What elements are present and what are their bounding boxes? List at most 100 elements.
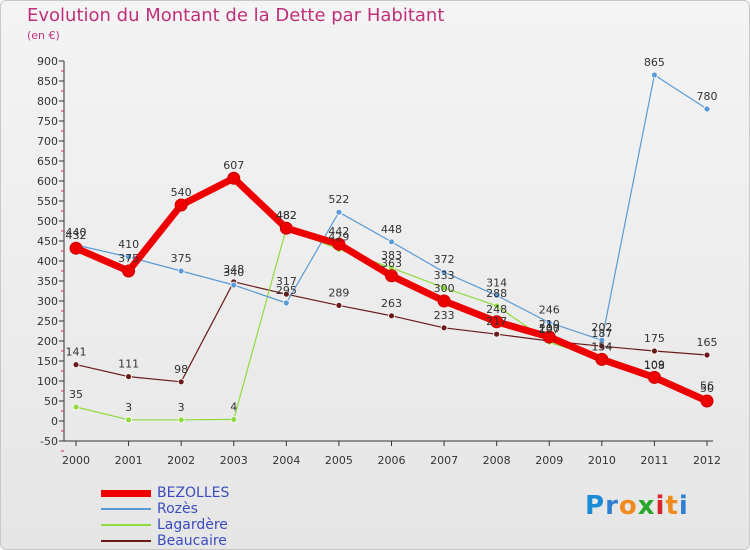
y-tick-label: 400 <box>37 255 58 268</box>
data-point <box>125 253 132 261</box>
data-point <box>177 416 185 424</box>
data-point <box>542 330 556 344</box>
data-point <box>69 241 83 255</box>
data-label: 348 <box>223 263 244 276</box>
data-label: 3 <box>178 401 185 414</box>
data-label: 482 <box>276 209 297 222</box>
data-label: 154 <box>591 340 612 353</box>
data-point <box>177 378 185 386</box>
x-tick-label: 2005 <box>325 454 353 467</box>
data-label: 141 <box>66 346 87 359</box>
data-label: 363 <box>381 257 402 270</box>
legend-label: Rozès <box>157 501 198 517</box>
y-tick-label: 150 <box>37 355 58 368</box>
data-label: 607 <box>223 159 244 172</box>
data-label: 340 <box>223 266 244 279</box>
legend-label: Beaucaire <box>157 533 227 549</box>
data-point <box>177 267 185 275</box>
data-point <box>385 269 398 283</box>
data-label: 50 <box>700 382 714 395</box>
data-label: 187 <box>591 327 612 340</box>
legend-swatch-beaucaire <box>101 540 151 542</box>
data-label: 35 <box>69 388 83 401</box>
logo-letter: P <box>585 491 606 521</box>
legend-label: Lagardère <box>157 517 228 533</box>
data-point <box>703 351 711 359</box>
y-tick-label: 600 <box>37 175 58 188</box>
data-label: 197 <box>539 323 560 336</box>
proxiti-logo[interactable]: Proxiti <box>585 491 689 521</box>
data-point <box>703 105 711 113</box>
data-label: 248 <box>486 303 507 316</box>
data-label: 540 <box>171 186 192 199</box>
logo-letter: r <box>605 491 619 521</box>
data-point <box>282 290 290 298</box>
x-tick-label: 2001 <box>115 454 143 467</box>
data-label: 108 <box>644 359 665 372</box>
y-tick-label: 900 <box>37 55 58 68</box>
legend-swatch-rozes <box>101 508 151 510</box>
data-label: 482 <box>276 209 297 222</box>
data-label: 448 <box>381 223 402 236</box>
logo-letter: i <box>655 491 666 521</box>
data-point <box>440 324 448 332</box>
data-label: 111 <box>118 358 139 371</box>
data-point <box>493 291 501 299</box>
data-point <box>493 302 501 310</box>
y-tick-label: 300 <box>37 295 58 308</box>
data-label: 4 <box>230 400 237 413</box>
data-point <box>227 171 241 185</box>
data-point <box>72 403 80 411</box>
data-label: 200 <box>539 322 560 335</box>
y-tick-label: 100 <box>37 375 58 388</box>
y-tick-label: 0 <box>51 415 58 428</box>
data-label: 432 <box>66 229 87 242</box>
y-tick-label: 450 <box>37 235 58 248</box>
chart-unit: (en €) <box>27 29 60 42</box>
data-label: 295 <box>276 284 297 297</box>
data-point <box>388 312 395 320</box>
data-label: 383 <box>381 249 402 262</box>
x-tick-label: 2009 <box>535 454 563 467</box>
data-label: 263 <box>381 297 402 310</box>
x-tick-label: 2012 <box>693 454 721 467</box>
data-point <box>125 416 132 424</box>
data-point <box>595 352 609 366</box>
data-point <box>72 361 80 369</box>
x-tick-label: 2008 <box>483 454 511 467</box>
data-point <box>700 394 714 408</box>
data-label: 109 <box>644 358 665 371</box>
data-label: 289 <box>328 286 349 299</box>
data-point <box>282 299 290 307</box>
data-point <box>174 198 188 212</box>
x-tick-label: 2004 <box>272 454 300 467</box>
data-label: 865 <box>644 56 665 69</box>
chart-title: Evolution du Montant de la Dette par Hab… <box>27 5 445 26</box>
data-label: 314 <box>486 276 507 289</box>
data-label: 780 <box>697 90 718 103</box>
y-tick-label: 700 <box>37 135 58 148</box>
y-tick-label: 200 <box>37 335 58 348</box>
data-point <box>493 330 501 338</box>
data-point <box>279 221 293 235</box>
data-label: 56 <box>700 380 714 393</box>
data-label: 375 <box>118 252 139 265</box>
data-point <box>651 71 658 79</box>
x-tick-label: 2002 <box>167 454 195 467</box>
data-point <box>440 284 448 292</box>
data-label: 333 <box>434 269 455 282</box>
x-tick-label: 2000 <box>62 454 90 467</box>
y-tick-label: 250 <box>37 315 58 328</box>
data-label: 442 <box>328 225 349 238</box>
data-label: 210 <box>539 318 560 331</box>
data-label: 317 <box>276 275 297 288</box>
data-point <box>651 347 658 355</box>
y-tick-label: 550 <box>37 195 58 208</box>
legend-label: BEZOLLES <box>157 485 230 501</box>
y-tick-label: -50 <box>40 435 58 448</box>
data-point <box>335 301 343 309</box>
data-label: 375 <box>171 252 192 265</box>
data-label: 372 <box>434 253 455 266</box>
data-point <box>545 319 553 327</box>
data-label: 522 <box>328 193 349 206</box>
